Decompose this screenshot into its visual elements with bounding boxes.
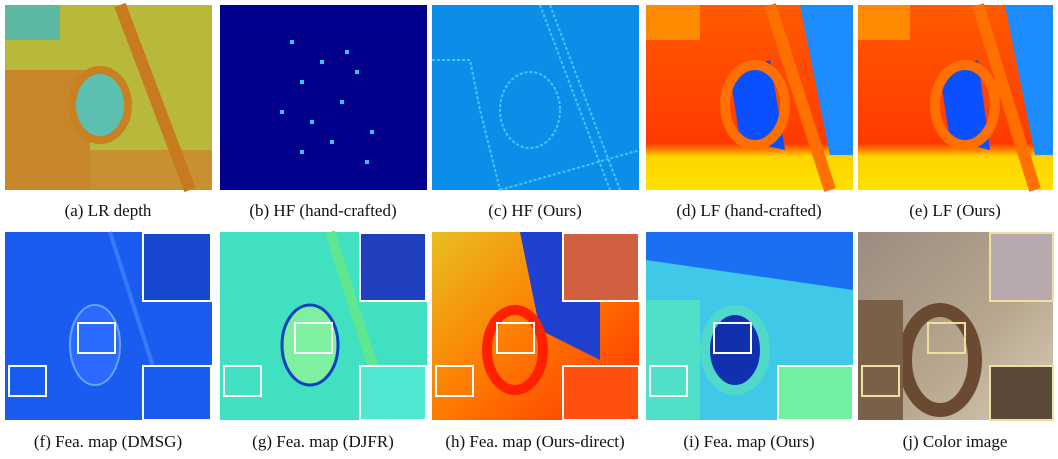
panel-e [858,5,1053,190]
caption: (b) HF (hand-crafted) [249,201,396,220]
panel-f [5,232,212,420]
panel-d [646,5,853,190]
panel-h [432,232,639,420]
caption: (j) Color image [903,432,1008,451]
caption: (i) Fea. map (Ours) [683,432,814,451]
caption: (g) Fea. map (DJFR) [252,432,394,451]
page: {"panels": [ {"caption": "(a) LR depth"}… [0,0,1058,459]
panel-a [5,5,212,190]
panel-g [220,232,427,420]
figure: (a) LR depth (b) HF (hand-crafted) (c) H… [0,0,1058,459]
caption: (a) LR depth [65,201,152,220]
panel-c [432,5,640,190]
panel-b [220,5,427,190]
caption: (c) HF (Ours) [488,201,581,220]
panel-i [646,232,853,420]
panel-j [858,232,1053,420]
caption: (d) LF (hand-crafted) [676,201,821,220]
caption: (e) LF (Ours) [909,201,1001,220]
caption: (h) Fea. map (Ours-direct) [445,432,624,451]
caption: (f) Fea. map (DMSG) [34,432,182,451]
